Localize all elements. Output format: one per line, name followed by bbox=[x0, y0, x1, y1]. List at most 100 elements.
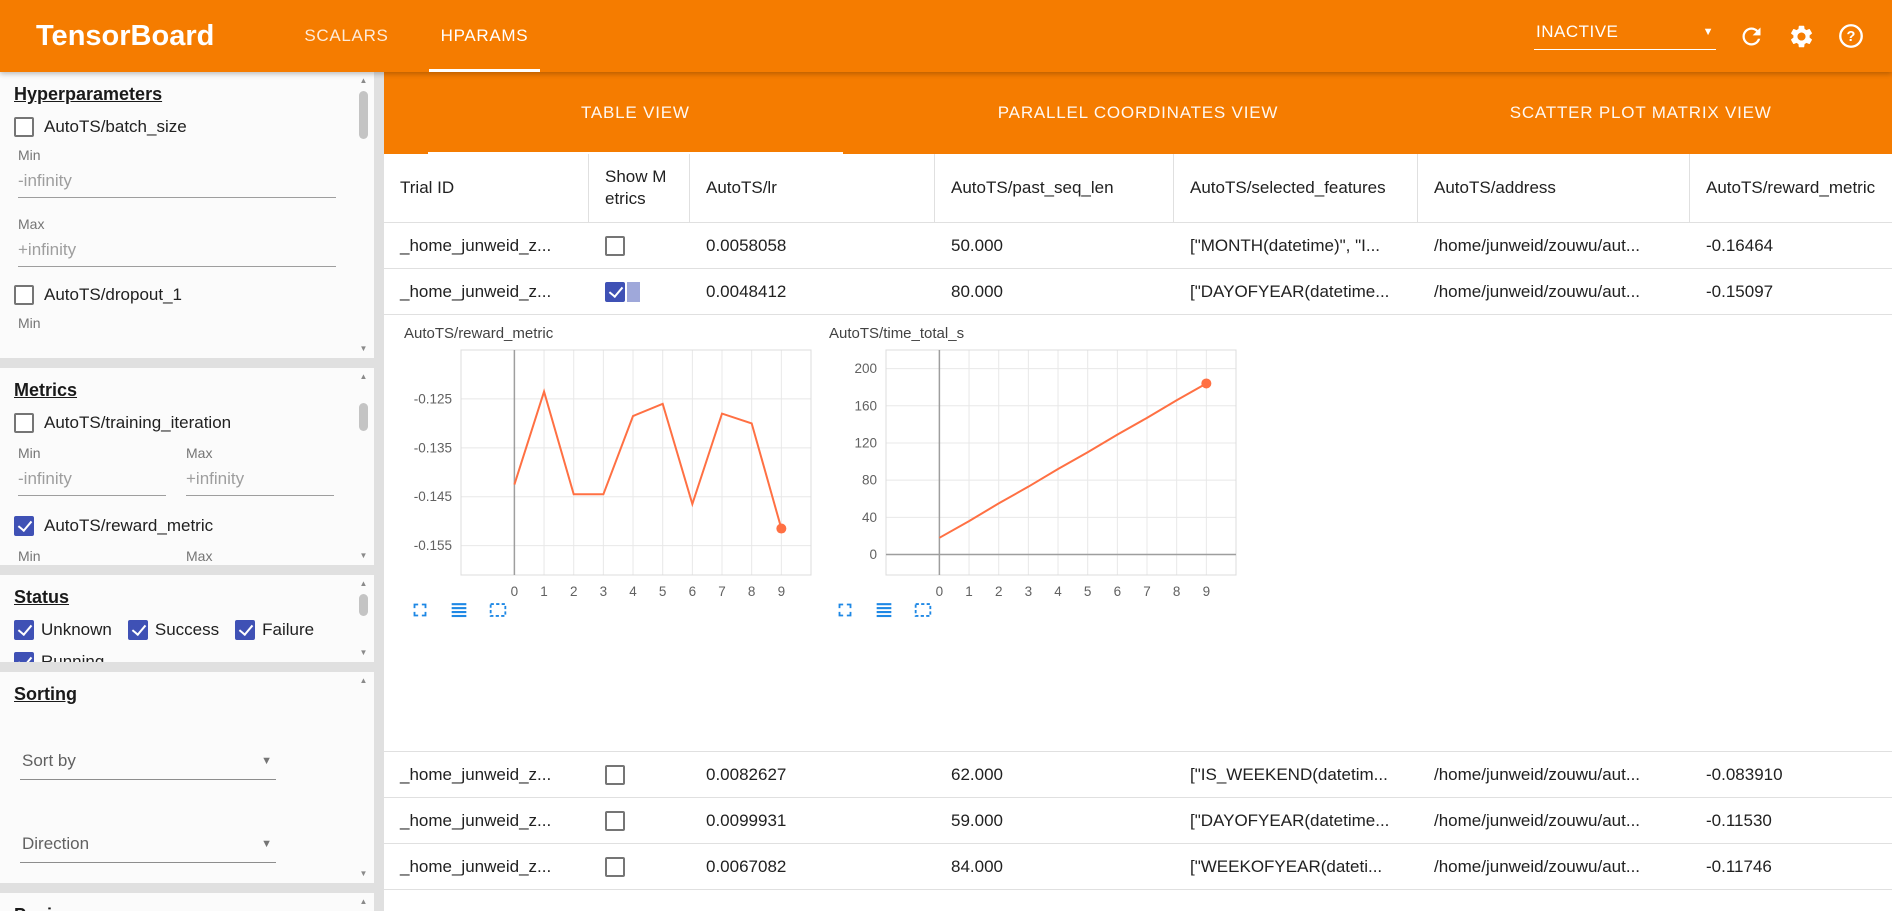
run-status-value: INACTIVE bbox=[1536, 22, 1619, 41]
status-options-row: Unknown Success Failure bbox=[14, 620, 346, 640]
dropout-checkbox[interactable] bbox=[14, 285, 34, 305]
scroll-down-icon[interactable]: ▼ bbox=[359, 344, 368, 353]
max-input[interactable] bbox=[186, 468, 334, 496]
parallel-coordinates-view-label: PARALLEL COORDINATES VIEW bbox=[997, 103, 1279, 122]
metrics-scrollbar[interactable]: ▲ ▼ bbox=[356, 371, 371, 562]
hyperparameters-scrollbar[interactable]: ▲ ▼ bbox=[356, 75, 371, 355]
success-label: Success bbox=[154, 620, 220, 639]
app-title: TensorBoard bbox=[36, 19, 215, 52]
scrollbar-thumb[interactable] bbox=[359, 594, 368, 616]
training-iteration-checkbox[interactable] bbox=[14, 413, 34, 433]
svg-text:40: 40 bbox=[862, 510, 877, 525]
cell-trial-id: _home_junweid_z... bbox=[400, 856, 552, 876]
view-raw-data-button[interactable] bbox=[872, 598, 896, 622]
cell-lr: 0.0067082 bbox=[706, 856, 787, 876]
selection-zoom-button[interactable] bbox=[911, 598, 935, 622]
col-show-metrics: Show Metrics bbox=[589, 154, 690, 222]
settings-button[interactable] bbox=[1786, 21, 1816, 51]
cell-show-metrics bbox=[589, 844, 690, 889]
status-scrollbar[interactable]: ▲ ▼ bbox=[356, 578, 371, 659]
show-metrics-checkbox[interactable] bbox=[605, 764, 625, 785]
min-label: Min bbox=[18, 315, 41, 331]
status-title: Status bbox=[14, 587, 70, 607]
scrollbar-thumb[interactable] bbox=[359, 91, 368, 139]
show-metrics-checkbox[interactable] bbox=[605, 235, 625, 256]
raw-data-icon bbox=[451, 603, 467, 618]
max-label: Max bbox=[18, 216, 45, 232]
view-raw-data-button[interactable] bbox=[447, 598, 471, 622]
tab-scatter-plot-matrix-view[interactable]: SCATTER PLOT MATRIX VIEW bbox=[1389, 72, 1892, 154]
batch-size-checkbox[interactable] bbox=[14, 117, 34, 137]
col-selected-features: AutoTS/selected_features bbox=[1174, 154, 1418, 222]
paging-scrollbar[interactable]: ▲ bbox=[356, 896, 371, 908]
selection-zoom-button[interactable] bbox=[486, 598, 510, 622]
svg-text:9: 9 bbox=[778, 584, 786, 596]
cell-address: /home/junweid/zouwu/aut... bbox=[1434, 764, 1641, 784]
min-label: Min bbox=[18, 147, 41, 163]
scroll-up-icon[interactable]: ▲ bbox=[359, 897, 368, 906]
max-input[interactable] bbox=[18, 239, 336, 267]
show-metrics-checkbox[interactable] bbox=[605, 856, 625, 877]
scroll-down-icon[interactable]: ▼ bbox=[359, 551, 368, 560]
sorting-scrollbar[interactable]: ▲ ▼ bbox=[356, 675, 371, 880]
status-running[interactable]: Running bbox=[14, 652, 104, 662]
status-failure[interactable]: Failure bbox=[235, 620, 314, 640]
header-actions: INACTIVE ▼ ? bbox=[1534, 21, 1866, 51]
cell-trial-id: _home_junweid_z... bbox=[400, 810, 552, 830]
expand-chart-button[interactable] bbox=[833, 598, 857, 622]
scroll-up-icon[interactable]: ▲ bbox=[359, 372, 368, 381]
svg-text:8: 8 bbox=[1173, 584, 1181, 596]
show-metrics-checkbox[interactable] bbox=[605, 810, 625, 831]
cell-reward-metric: -0.11530 bbox=[1706, 810, 1772, 830]
chart-title: AutoTS/reward_metric bbox=[404, 325, 554, 342]
scroll-up-icon[interactable]: ▲ bbox=[359, 676, 368, 685]
hparam-batch-size-row[interactable]: AutoTS/batch_size bbox=[14, 117, 346, 137]
scroll-up-icon[interactable]: ▲ bbox=[359, 76, 368, 85]
min-input[interactable] bbox=[18, 468, 166, 496]
hyperparameters-title: Hyperparameters bbox=[14, 84, 163, 104]
cell-show-metrics bbox=[589, 752, 690, 797]
hparam-dropout-row[interactable]: AutoTS/dropout_1 bbox=[14, 285, 346, 305]
sort-by-dropdown[interactable]: Sort by ▼ bbox=[20, 747, 276, 780]
show-metrics-checkbox[interactable] bbox=[605, 281, 625, 302]
scroll-up-icon[interactable]: ▲ bbox=[359, 579, 368, 588]
tab-parallel-coordinates-view[interactable]: PARALLEL COORDINATES VIEW bbox=[887, 72, 1390, 154]
expand-chart-button[interactable] bbox=[408, 598, 432, 622]
cell-selected-features: ["WEEKOFYEAR(dateti... bbox=[1190, 856, 1383, 876]
sorting-title: Sorting bbox=[14, 684, 77, 704]
status-success[interactable]: Success bbox=[127, 620, 220, 640]
direction-dropdown[interactable]: Direction ▼ bbox=[20, 830, 276, 863]
table-header: Trial ID Show Metrics AutoTS/lr AutoTS/p… bbox=[384, 154, 1892, 223]
svg-text:6: 6 bbox=[689, 584, 697, 596]
svg-text:7: 7 bbox=[1143, 584, 1151, 596]
svg-text:-0.155: -0.155 bbox=[414, 538, 452, 553]
help-button[interactable]: ? bbox=[1836, 21, 1866, 51]
unknown-checkbox[interactable] bbox=[14, 620, 34, 640]
chart-title: AutoTS/time_total_s bbox=[829, 325, 965, 342]
metric-reward-metric-row[interactable]: AutoTS/reward_metric bbox=[14, 516, 346, 536]
metric-training-iteration-row[interactable]: AutoTS/training_iteration bbox=[14, 413, 346, 433]
svg-text:0: 0 bbox=[936, 584, 944, 596]
tab-hparams[interactable]: HPARAMS bbox=[415, 0, 555, 72]
success-checkbox[interactable] bbox=[127, 620, 148, 640]
scroll-down-icon[interactable]: ▼ bbox=[359, 648, 368, 657]
run-status-dropdown[interactable]: INACTIVE ▼ bbox=[1534, 22, 1716, 50]
svg-text:-0.125: -0.125 bbox=[414, 391, 452, 406]
tab-scalars[interactable]: SCALARS bbox=[304, 26, 389, 45]
dropout-label: AutoTS/dropout_1 bbox=[44, 285, 182, 304]
running-checkbox[interactable] bbox=[14, 652, 34, 662]
scrollbar-thumb[interactable] bbox=[359, 403, 368, 431]
table-row: _home_junweid_z... 0.0058058 50.000 ["MO… bbox=[384, 223, 1892, 269]
tab-table-view[interactable]: TABLE VIEW bbox=[384, 72, 887, 154]
table-row: _home_junweid_z... 0.0048412 80.000 ["DA… bbox=[384, 269, 1892, 315]
refresh-button[interactable] bbox=[1736, 21, 1766, 51]
scroll-down-icon[interactable]: ▼ bbox=[359, 869, 368, 878]
status-unknown[interactable]: Unknown bbox=[14, 620, 112, 640]
cell-past-seq-len: 59.000 bbox=[951, 810, 1003, 830]
batch-size-label: AutoTS/batch_size bbox=[44, 117, 187, 136]
svg-text:80: 80 bbox=[862, 473, 877, 488]
min-input[interactable] bbox=[18, 170, 336, 198]
reward-metric-checkbox[interactable] bbox=[14, 516, 34, 536]
raw-data-icon bbox=[876, 603, 892, 618]
failure-checkbox[interactable] bbox=[235, 620, 256, 640]
